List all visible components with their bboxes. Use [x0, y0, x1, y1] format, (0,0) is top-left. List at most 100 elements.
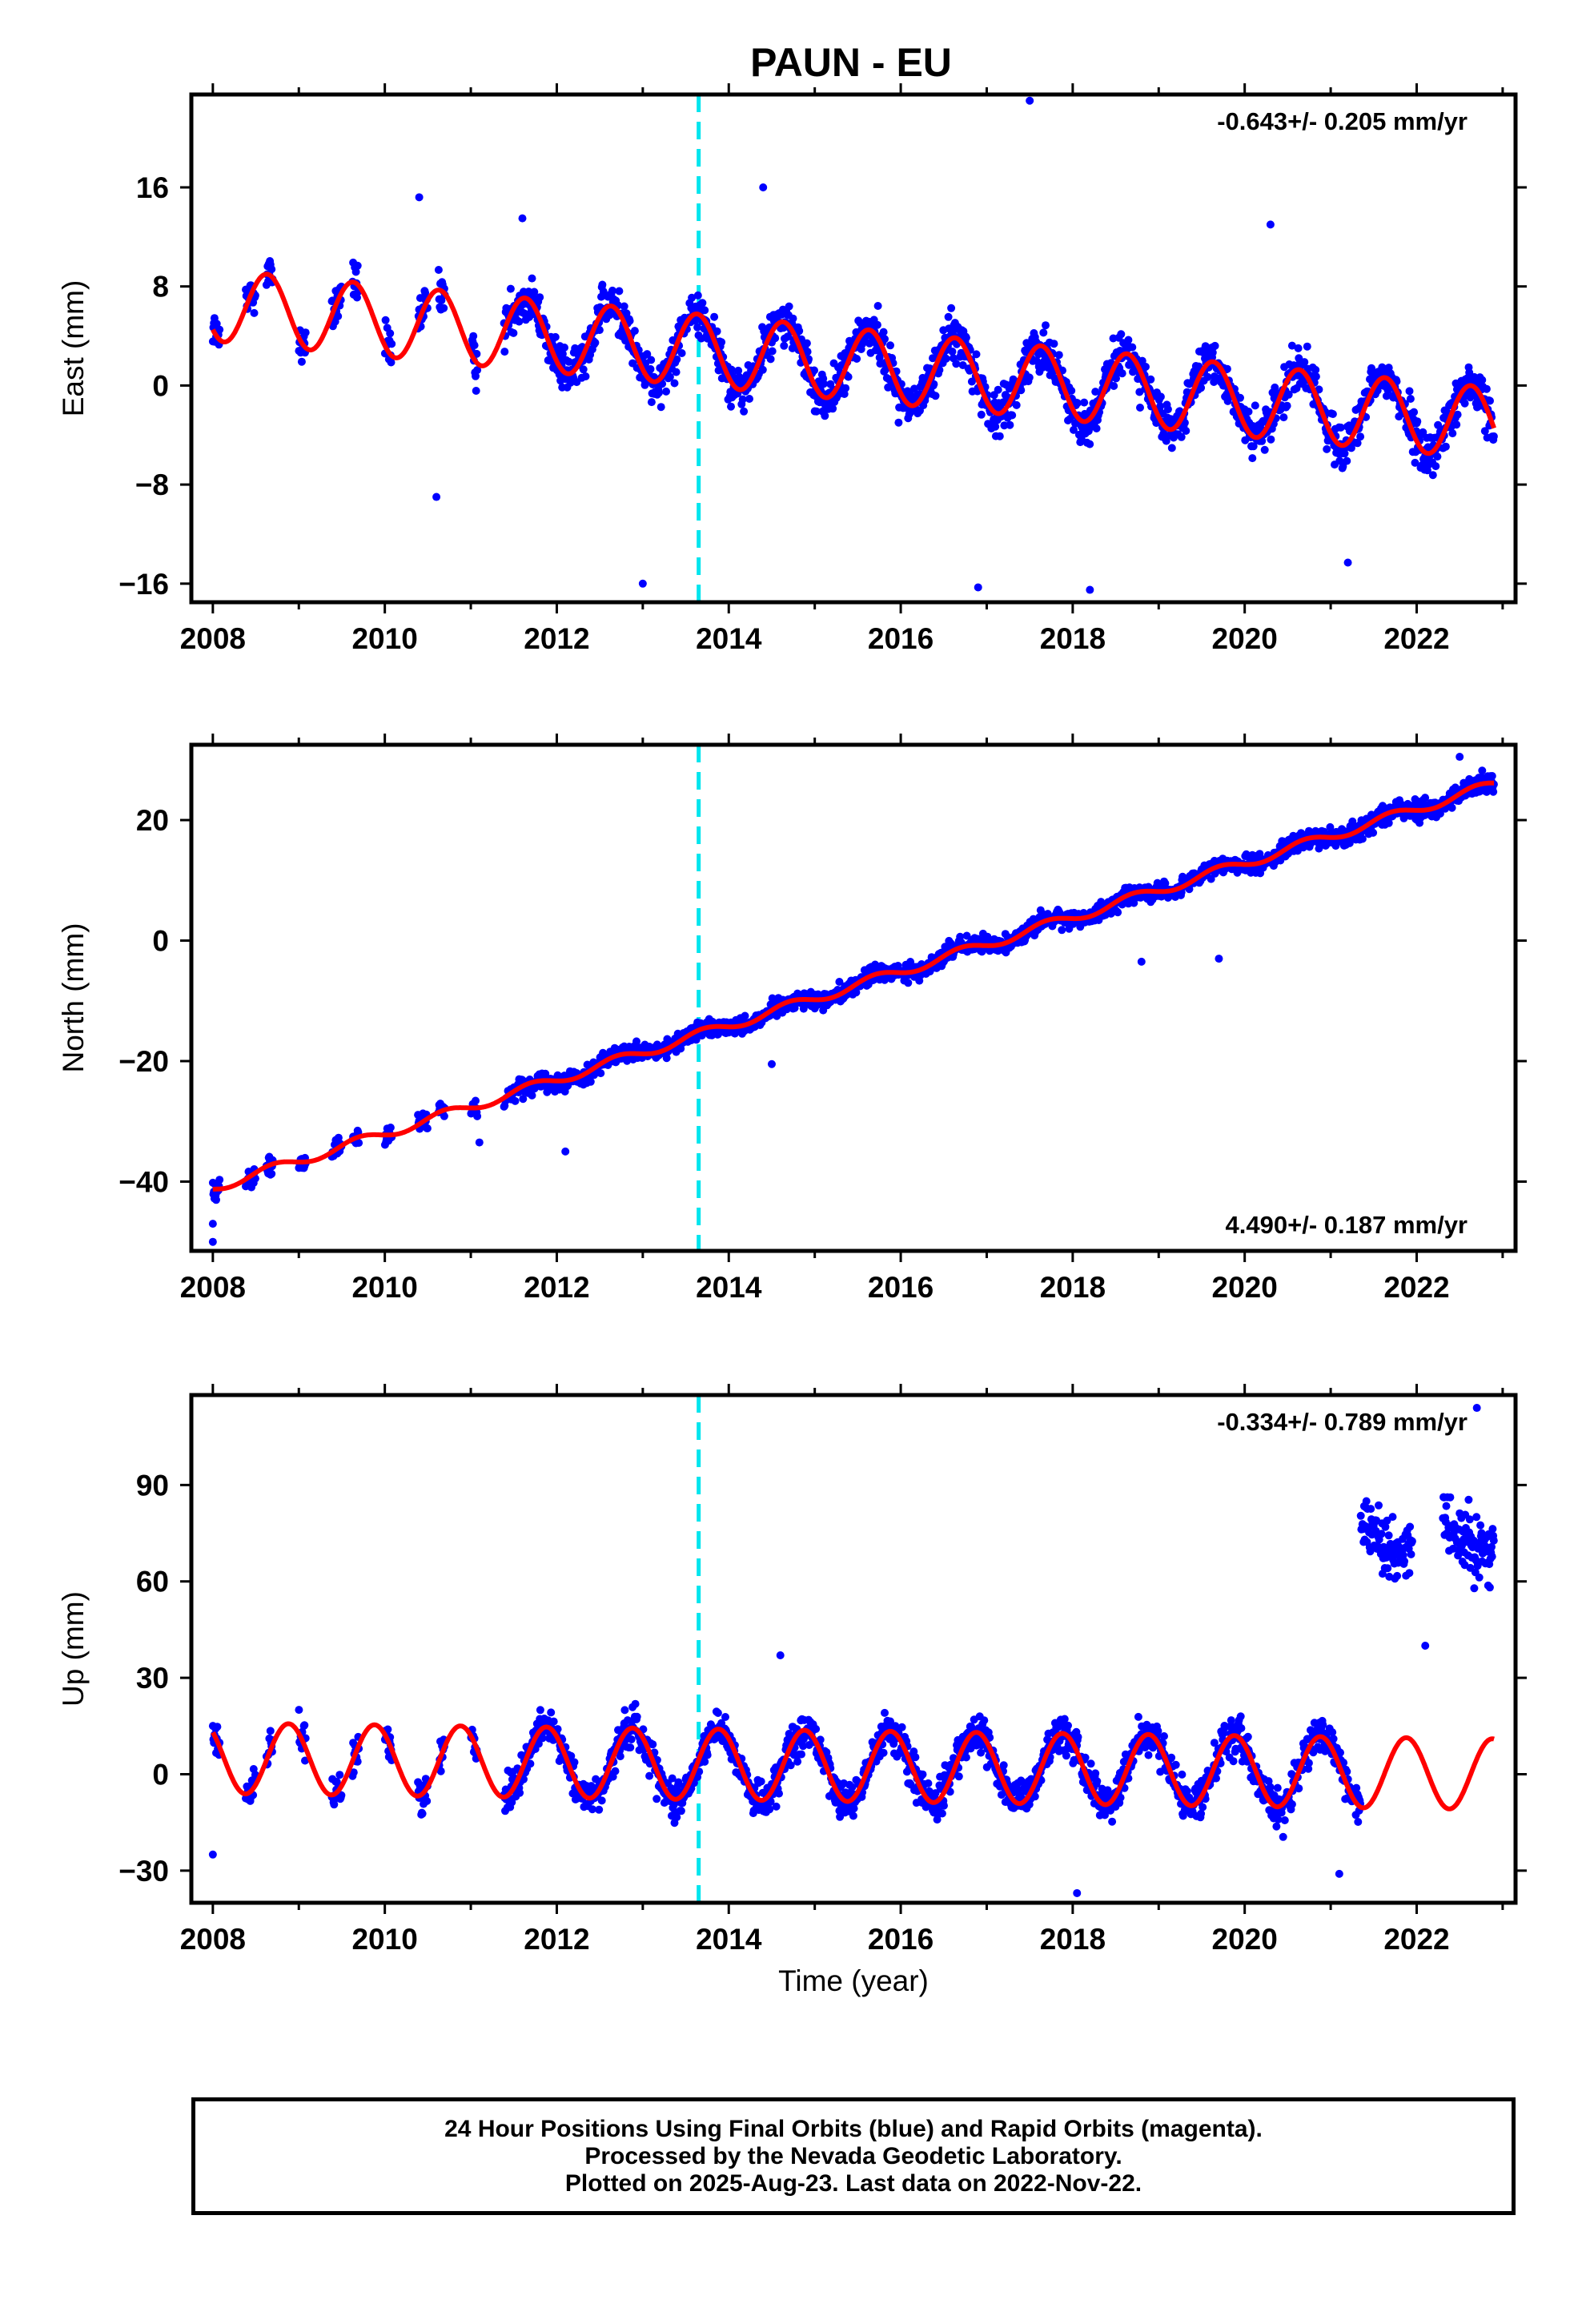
y-tick-label: 0	[152, 369, 169, 402]
data-point	[1080, 398, 1089, 407]
data-point	[297, 357, 306, 366]
data-point	[1260, 445, 1269, 454]
data-point	[472, 372, 480, 380]
data-point	[942, 354, 950, 363]
data-point-outlier	[415, 193, 424, 202]
data-point	[1070, 425, 1078, 434]
data-point	[632, 1037, 640, 1046]
data-point-outlier	[208, 1237, 217, 1246]
data-point-outlier	[1215, 955, 1223, 963]
data-point	[470, 341, 479, 350]
data-point	[758, 365, 767, 374]
data-point	[673, 355, 681, 364]
data-point	[473, 366, 482, 375]
data-point	[835, 978, 844, 986]
data-point	[1294, 344, 1303, 352]
plot-area	[208, 94, 1498, 602]
data-point	[904, 979, 913, 987]
data-point	[515, 317, 524, 326]
data-point	[1258, 436, 1267, 445]
data-point	[511, 1096, 520, 1105]
data-point	[1411, 458, 1419, 467]
data-point	[1136, 404, 1144, 412]
x-tick-label: 2014	[696, 1271, 762, 1304]
data-point	[528, 274, 536, 283]
data-point	[615, 287, 624, 296]
x-tick-label: 2010	[351, 1271, 417, 1304]
data-point	[1092, 424, 1101, 432]
data-point	[1236, 393, 1244, 402]
data-point	[516, 1788, 524, 1797]
data-point	[213, 1723, 222, 1731]
data-point	[530, 287, 539, 296]
data-point	[1177, 432, 1186, 441]
data-point-outlier	[759, 183, 768, 191]
data-point	[802, 339, 811, 348]
x-tick-label: 2022	[1383, 1271, 1449, 1304]
data-points	[208, 1404, 1498, 1897]
up-panel: 2008 2010 2012 2014 2016 2018 2020 2022−3003060…	[57, 1384, 1527, 1997]
data-point	[1017, 386, 1026, 395]
data-point	[693, 323, 702, 332]
data-point	[710, 312, 719, 321]
data-point	[547, 1708, 556, 1717]
data-point	[630, 327, 639, 336]
data-point	[944, 312, 953, 321]
data-point	[1489, 787, 1498, 796]
data-point	[713, 327, 721, 336]
data-point	[1244, 408, 1253, 416]
data-point	[947, 304, 956, 312]
data-point	[1369, 828, 1378, 837]
data-point	[829, 404, 837, 413]
y-axis-label: North (mm)	[57, 923, 90, 1072]
data-point	[1482, 384, 1491, 393]
data-point	[1086, 440, 1094, 448]
data-point	[940, 1801, 948, 1810]
data-point	[1441, 442, 1450, 451]
data-point	[334, 312, 343, 320]
data-point	[1197, 384, 1206, 392]
data-point	[994, 385, 1002, 394]
data-point	[1034, 350, 1042, 359]
data-point	[421, 288, 430, 297]
data-point	[581, 372, 590, 380]
data-point	[652, 1795, 661, 1803]
y-tick-label: −20	[118, 1045, 169, 1078]
data-point	[793, 1757, 802, 1766]
data-point	[918, 1770, 927, 1779]
data-point	[423, 1124, 432, 1132]
data-point	[1110, 382, 1118, 390]
data-point	[560, 344, 568, 352]
data-point	[766, 355, 775, 364]
data-point	[646, 364, 655, 373]
data-point	[1448, 429, 1457, 438]
data-point	[1311, 372, 1320, 381]
y-tick-label: 0	[152, 925, 169, 958]
data-point	[579, 365, 588, 374]
east-panel: 2008 2010 2012 2014 2016 2018 2020 2022−16−8081…	[57, 83, 1527, 655]
data-point	[295, 1706, 303, 1715]
data-point	[721, 1713, 729, 1721]
rate-annotation: -0.643+/- 0.205 mm/yr	[1217, 107, 1468, 135]
data-point	[386, 1124, 395, 1132]
data-point	[841, 384, 850, 392]
data-point	[334, 1133, 343, 1142]
data-point	[506, 284, 515, 293]
data-point	[595, 326, 604, 335]
y-tick-label: −16	[118, 568, 169, 601]
data-point	[812, 407, 821, 416]
data-point	[1271, 383, 1279, 392]
data-point	[911, 1753, 920, 1762]
y-tick-label: 16	[136, 171, 169, 204]
data-point	[473, 1112, 482, 1120]
data-point	[1267, 435, 1275, 444]
data-point	[418, 1809, 427, 1818]
data-point	[727, 365, 736, 374]
data-point-outlier	[432, 493, 441, 501]
data-point	[1211, 341, 1219, 350]
data-point	[948, 348, 957, 356]
data-point	[1128, 343, 1137, 352]
data-point	[693, 291, 702, 300]
data-point	[1343, 456, 1351, 465]
